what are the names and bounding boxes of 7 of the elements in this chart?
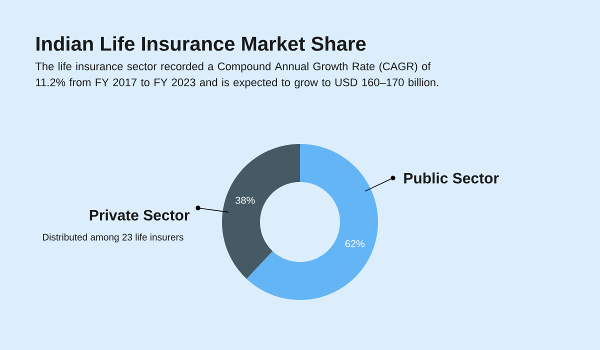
data-label: 38% [236,196,255,204]
text: Distributed among 23 life insurers [42,234,184,242]
chart-subtitle: The life insurance sector recorded a Compound Annual Growth Rate (CAGR) of 11.2% from FY 2017 to FY 2023 and is expected to grow to USD 160–170 billion. [35,62,438,88]
slice-label: Private Sector [90,209,190,220]
slice-label: Public Sector [404,172,499,184]
chart-title: Indian Life Insurance Market Share [36,36,366,51]
data-label: 62% [345,240,365,248]
